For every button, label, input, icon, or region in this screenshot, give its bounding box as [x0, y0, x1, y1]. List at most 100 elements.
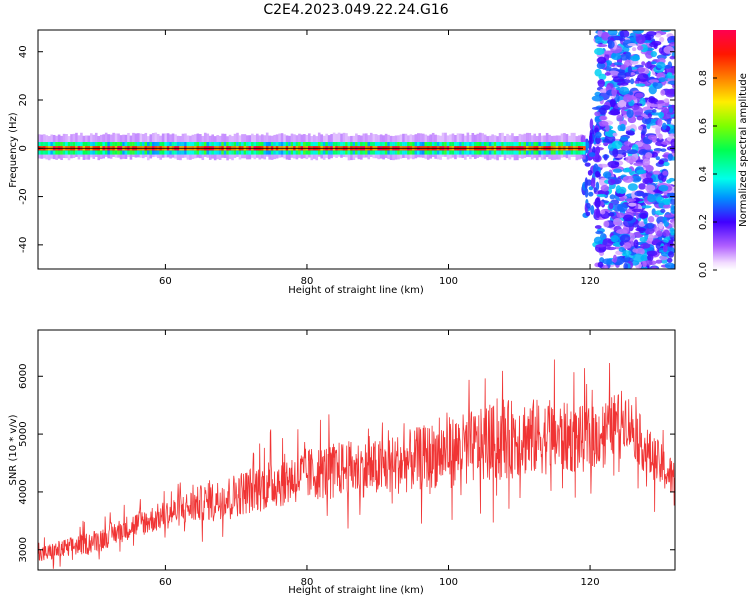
snr-ticks: 60 80 100 120 3000 4000 5000 6000 [18, 330, 675, 588]
burst-blob [595, 207, 601, 219]
noise-blob [657, 173, 665, 181]
noise-blob [632, 47, 637, 52]
noise-blob [661, 141, 672, 145]
snr-xtick-label: 100 [439, 577, 458, 588]
colorbar-tick-label: 0.8 [698, 70, 709, 86]
noise-blob [601, 50, 614, 55]
burst-blob [594, 127, 599, 134]
burst-blob [595, 131, 602, 139]
noise-blob [602, 258, 614, 265]
noise-blob [596, 62, 606, 70]
noise-blob [660, 30, 672, 33]
noise-blob [658, 77, 666, 83]
noise-blob [635, 227, 646, 232]
spectrogram-ytick-label: 20 [18, 94, 29, 107]
noise-blob [627, 183, 638, 191]
noise-blob [602, 138, 610, 143]
noise-blob [616, 212, 625, 219]
burst-blob [589, 132, 593, 143]
noise-blob [655, 259, 663, 264]
noise-blob [611, 140, 623, 150]
noise-blob [615, 149, 627, 155]
noise-blob [594, 111, 601, 117]
noise-blob [666, 72, 673, 77]
noise-blob [661, 106, 669, 115]
noise-blob [639, 236, 648, 243]
burst-blob [584, 162, 591, 167]
snr-ytick-label: 5000 [18, 421, 29, 446]
noise-blob [612, 168, 623, 173]
noise-blob [626, 149, 638, 155]
snr-ytick-label: 6000 [18, 364, 29, 389]
noise-blob [636, 169, 647, 175]
noise-blob [670, 138, 675, 148]
noise-blob [649, 104, 660, 108]
noise-blob [663, 221, 670, 227]
snr-ytick-label: 4000 [18, 479, 29, 504]
noise-blob [630, 96, 637, 101]
noise-blob [647, 194, 656, 203]
noise-blob [598, 73, 607, 81]
noise-blob [645, 222, 655, 229]
noise-blob [616, 114, 624, 122]
burst-blob [586, 202, 591, 209]
noise-blob [642, 158, 651, 166]
noise-blob [663, 198, 671, 205]
noise-blob [668, 239, 674, 248]
colorbar-bar [713, 30, 736, 270]
colorbar-tick-label: 0.6 [698, 118, 709, 134]
noise-blob [625, 155, 637, 164]
noise-blob [663, 161, 670, 167]
noise-blob [650, 61, 657, 65]
noise-blob [627, 43, 637, 47]
noise-blob [596, 43, 608, 48]
noise-blob [625, 198, 637, 202]
noise-blob [602, 238, 614, 247]
noise-blob [620, 136, 629, 141]
noise-blob [618, 99, 627, 107]
noise-blob [651, 266, 657, 269]
figure-title: C2E4.2023.049.22.24.G16 [263, 2, 448, 18]
noise-blob [625, 130, 635, 136]
noise-blob [635, 35, 646, 45]
noise-blob [605, 124, 610, 132]
noise-blob [623, 262, 629, 269]
noise-blob [634, 92, 644, 98]
burst-blob [593, 187, 597, 193]
noise-blob [653, 43, 658, 50]
noise-blob [662, 170, 668, 176]
noise-blob [618, 246, 625, 253]
colorbar-ticks: 0.0 0.2 0.4 0.6 0.8 [698, 70, 717, 278]
noise-blob [610, 52, 622, 61]
noise-blob [648, 79, 660, 84]
noise-blob [619, 123, 626, 132]
noise-blob [652, 234, 659, 239]
snr-x-axis-label: Height of straight line (km) [288, 585, 424, 596]
spectrogram-y-axis-label: Frequency (Hz) [8, 112, 19, 188]
noise-blob [591, 95, 604, 102]
noise-blob [633, 239, 639, 249]
spectrogram-xtick-label: 80 [301, 276, 314, 287]
noise-blob [638, 183, 646, 190]
burst-blob [584, 177, 588, 190]
noise-blob [609, 194, 616, 200]
noise-blob [651, 137, 657, 143]
burst-blob [589, 118, 594, 131]
noise-blob [645, 152, 653, 159]
noise-blob [596, 193, 607, 198]
noise-blob [619, 234, 631, 243]
burst-blob [588, 191, 594, 197]
noise-blob [598, 107, 607, 115]
noise-blob [606, 246, 617, 251]
noise-blob [663, 214, 675, 218]
noise-blob [666, 257, 673, 263]
noise-blob [660, 89, 666, 96]
noise-blob [636, 115, 644, 121]
noise-blob [608, 110, 621, 116]
colorbar-tick-label: 0.0 [698, 262, 709, 278]
burst-blob [585, 211, 591, 217]
noise-blob [612, 148, 619, 158]
snr-y-axis-label: SNR (10 * v/v) [8, 414, 19, 485]
noise-blob [593, 236, 604, 245]
noise-blob [624, 242, 632, 249]
